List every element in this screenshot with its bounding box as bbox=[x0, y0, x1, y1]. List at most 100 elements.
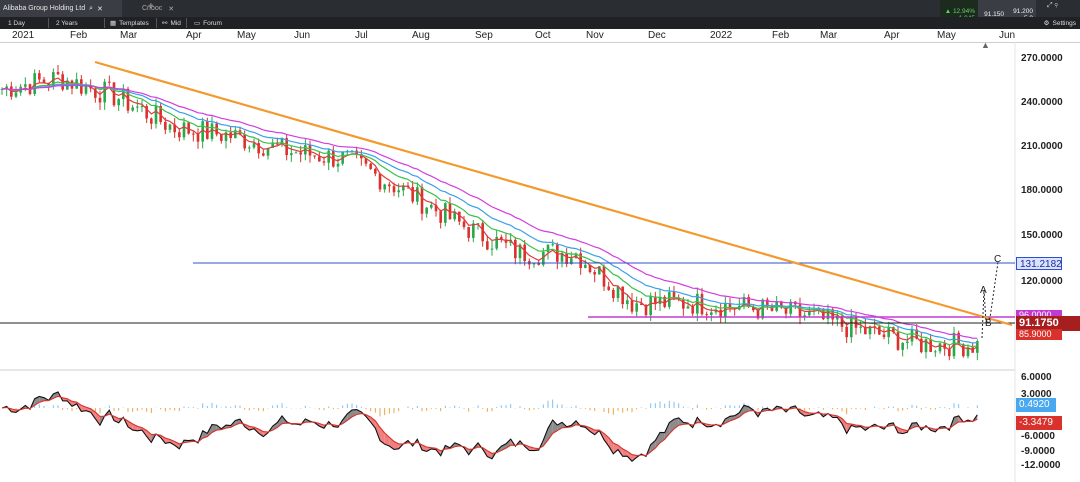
price-tick: 240.0000 bbox=[1021, 97, 1063, 108]
candle-body bbox=[570, 258, 573, 265]
candle-body bbox=[252, 143, 256, 148]
candle-body bbox=[350, 150, 354, 152]
candle-body bbox=[654, 296, 657, 305]
candle-body bbox=[700, 293, 704, 315]
candle-body bbox=[710, 312, 713, 315]
downtrend-line[interactable] bbox=[94, 60, 1013, 327]
candle-body bbox=[705, 314, 708, 316]
osc-fill bbox=[370, 417, 376, 429]
close-icon[interactable]: ✕ bbox=[168, 5, 175, 13]
candle-body bbox=[892, 327, 895, 333]
candle-body bbox=[98, 97, 102, 103]
candle-body bbox=[756, 310, 760, 319]
candle-body bbox=[607, 286, 610, 290]
time-tick: Oct bbox=[535, 30, 551, 41]
signal-line[interactable] bbox=[1, 395, 978, 457]
time-tick: May bbox=[937, 30, 956, 41]
candle-body bbox=[798, 304, 802, 317]
candle-body bbox=[602, 266, 606, 287]
osc-fill bbox=[95, 412, 100, 426]
current-price-badge: 91.1750 bbox=[1016, 316, 1080, 331]
candle-body bbox=[490, 248, 494, 250]
candle-body bbox=[584, 264, 587, 269]
osc-fill bbox=[202, 430, 208, 439]
interval-label: 1 Day bbox=[8, 19, 25, 27]
ema-blue-line[interactable] bbox=[1, 83, 978, 344]
tab-cnooc[interactable]: Cnooc ✕ bbox=[122, 0, 182, 17]
osc-fill bbox=[170, 439, 175, 446]
candle-body bbox=[686, 306, 690, 309]
osc-tick: -9.0000 bbox=[1021, 446, 1055, 457]
candle-body bbox=[201, 121, 204, 142]
candle-body bbox=[56, 72, 60, 75]
osc-fill bbox=[375, 420, 380, 441]
candle-body bbox=[742, 297, 746, 306]
candle-body bbox=[154, 105, 158, 124]
interval-button[interactable]: 1 Day bbox=[8, 17, 25, 29]
candle-body bbox=[532, 263, 536, 265]
templates-button[interactable]: ▦ Templates bbox=[110, 17, 149, 29]
candle-body bbox=[187, 122, 190, 134]
candle-body bbox=[556, 244, 559, 262]
candle-body bbox=[322, 161, 326, 163]
candle-body bbox=[94, 88, 97, 98]
tab-alibaba[interactable]: Alibaba Group Holding Ltd ⌕ ✕ bbox=[0, 0, 122, 17]
candle-body bbox=[588, 264, 592, 273]
candle-body bbox=[14, 92, 18, 97]
price-tick: 180.0000 bbox=[1021, 185, 1063, 196]
ema-green-line[interactable] bbox=[1, 81, 978, 348]
candle-body bbox=[103, 81, 106, 103]
candle-body bbox=[257, 143, 260, 154]
osc-fill bbox=[552, 420, 558, 434]
candle-body bbox=[182, 122, 186, 138]
wave-label-c: C bbox=[994, 254, 1001, 265]
osc-fill bbox=[72, 401, 77, 407]
range-button[interactable]: 2 Years bbox=[56, 17, 78, 29]
candle-body bbox=[210, 123, 214, 139]
hline-price-badge: 131.2182 bbox=[1016, 257, 1062, 270]
candle-body bbox=[948, 348, 951, 357]
candle-body bbox=[509, 239, 512, 243]
candle-body bbox=[747, 297, 750, 307]
search-icon[interactable]: ⌕ bbox=[89, 4, 94, 12]
candle-body bbox=[425, 207, 428, 214]
candle-body bbox=[518, 244, 522, 259]
candle-body bbox=[378, 173, 382, 190]
osc-fill bbox=[893, 422, 898, 433]
forum-label: Forum bbox=[203, 19, 222, 27]
time-tick: Mar bbox=[820, 30, 838, 41]
candle-body bbox=[299, 152, 302, 155]
templates-icon: ▦ bbox=[110, 20, 117, 27]
candle-body bbox=[313, 155, 316, 157]
change-pct: ▲ 12.94% bbox=[944, 7, 975, 15]
candle-body bbox=[131, 107, 134, 111]
forum-button[interactable]: ▭ Forum bbox=[194, 17, 222, 29]
candle-body bbox=[108, 81, 111, 83]
macd-line[interactable] bbox=[1, 391, 978, 463]
divider bbox=[186, 18, 187, 28]
expand-icon[interactable]: ⤢ ⚲ bbox=[1047, 2, 1059, 9]
candle-body bbox=[878, 326, 881, 335]
osc-red-badge: -3.3479 bbox=[1016, 416, 1062, 430]
candle-body bbox=[430, 204, 433, 208]
time-tick: Nov bbox=[586, 30, 604, 41]
settings-button[interactable]: ⚙ Settings bbox=[1044, 17, 1076, 29]
candle-body bbox=[761, 299, 764, 319]
candle-body bbox=[966, 347, 970, 357]
candle-body bbox=[859, 326, 862, 328]
close-icon[interactable]: ✕ bbox=[97, 5, 103, 13]
candle-body bbox=[845, 326, 848, 338]
candle-body bbox=[593, 272, 596, 275]
candle-body bbox=[290, 153, 293, 156]
new-tab-icon[interactable]: + bbox=[148, 1, 154, 12]
ema-magenta-line[interactable] bbox=[1, 84, 978, 339]
candle-body bbox=[392, 186, 396, 193]
templates-label: Templates bbox=[119, 19, 149, 27]
ema-red-line[interactable] bbox=[1, 77, 978, 351]
low-price-badge: 85.9000 bbox=[1016, 329, 1062, 340]
scroll-up-icon[interactable]: ▲ bbox=[981, 40, 990, 50]
settings-label: Settings bbox=[1052, 19, 1077, 27]
mid-button[interactable]: ⚯ Mid bbox=[162, 17, 181, 29]
candle-body bbox=[882, 334, 886, 338]
